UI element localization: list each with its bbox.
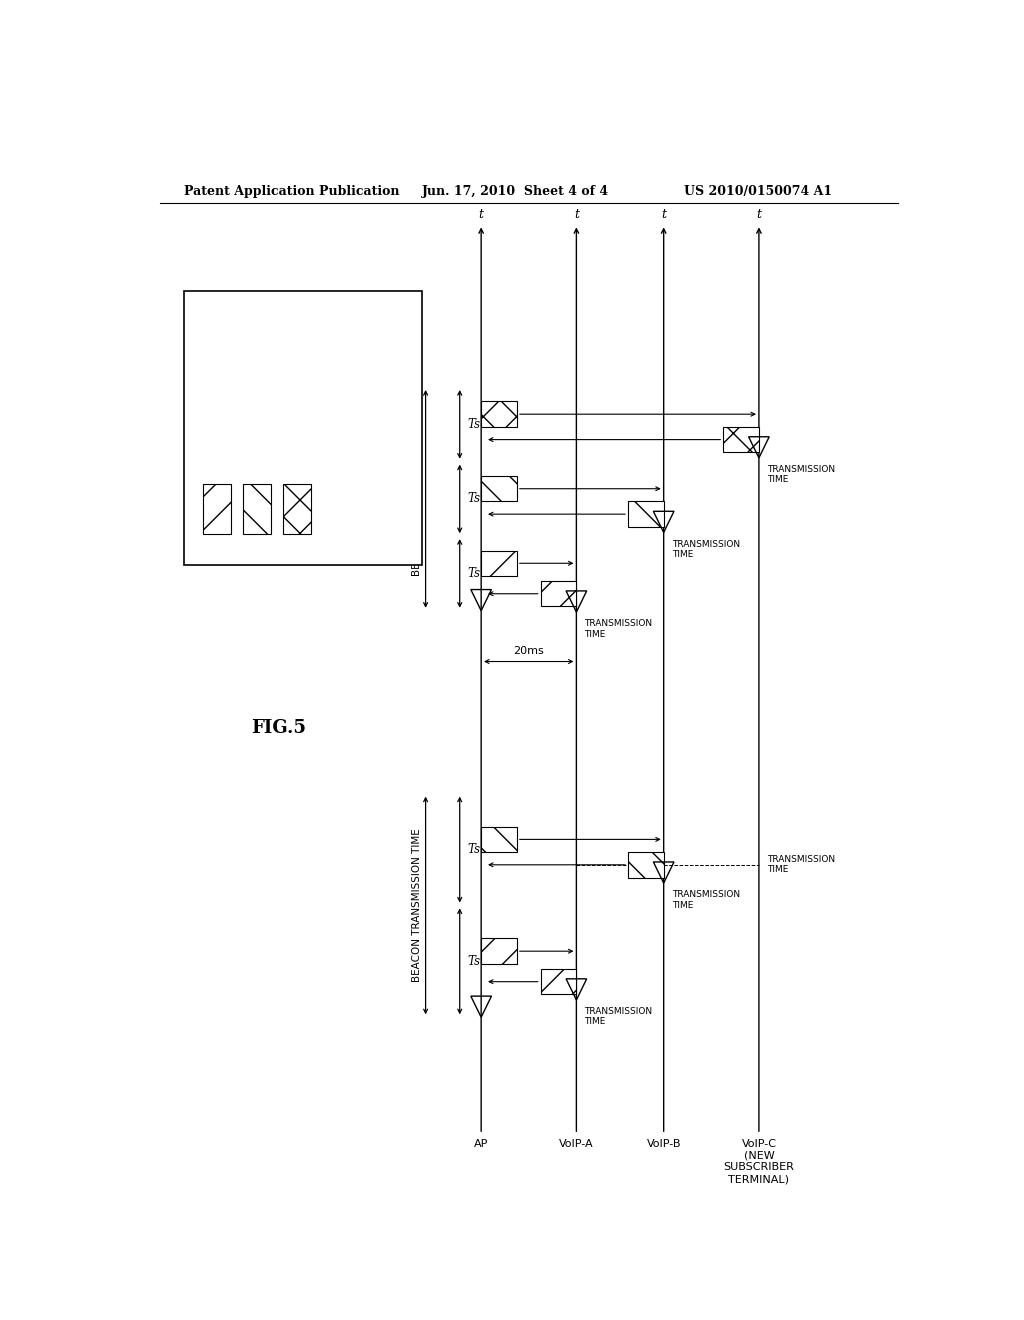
Text: AP: AP (474, 1139, 488, 1150)
Bar (723, 426, 759, 453)
Text: Ts: Ts (468, 954, 480, 968)
Bar (541, 969, 577, 994)
Text: Ts: Ts (468, 566, 480, 579)
Bar (243, 483, 270, 535)
Text: TIME REQUIRED FOR
COMPLETING ONE SEQUENCE: TIME REQUIRED FOR COMPLETING ONE SEQUENC… (346, 334, 368, 479)
Bar (628, 502, 664, 527)
Text: VoIP PACKET FOR B: VoIP PACKET FOR B (257, 384, 267, 479)
Text: t: t (478, 209, 483, 222)
Text: 20ms: 20ms (513, 647, 544, 656)
Text: BEACON TRANSMISSION TIME: BEACON TRANSMISSION TIME (412, 829, 422, 982)
Text: TRANSMISSION
TIME: TRANSMISSION TIME (767, 465, 835, 484)
Bar (204, 483, 231, 535)
Text: Jun. 17, 2010  Sheet 4 of 4: Jun. 17, 2010 Sheet 4 of 4 (422, 185, 608, 198)
Text: Ts: Ts (468, 492, 480, 506)
Bar (283, 483, 310, 535)
Text: US 2010/0150074 A1: US 2010/0150074 A1 (684, 185, 831, 198)
Text: TRANSMISSION
TIME: TRANSMISSION TIME (672, 540, 739, 558)
Text: t: t (573, 209, 579, 222)
Text: VoIP PACKET FOR A: VoIP PACKET FOR A (217, 385, 227, 479)
Text: VoIP PACKET FOR C: VoIP PACKET FOR C (297, 384, 306, 479)
Text: VoIP-B: VoIP-B (646, 1139, 681, 1150)
Bar (481, 939, 517, 964)
Text: Ts: Ts (468, 418, 480, 430)
Text: VoIP-C
(NEW
SUBSCRIBER
TERMINAL): VoIP-C (NEW SUBSCRIBER TERMINAL) (724, 1139, 795, 1184)
Text: TRANSMISSION
TIME: TRANSMISSION TIME (767, 854, 835, 874)
Bar (628, 853, 664, 878)
Text: Patent Application Publication: Patent Application Publication (183, 185, 399, 198)
Bar (481, 477, 517, 502)
Text: FIG.5: FIG.5 (251, 718, 306, 737)
Text: Ts: Ts (468, 843, 480, 857)
Text: VoIP-A: VoIP-A (559, 1139, 594, 1150)
Text: Ts: Ts (331, 503, 344, 516)
Bar (183, 290, 422, 565)
Text: TRANSMISSION
TIME: TRANSMISSION TIME (585, 1007, 652, 1027)
Text: t: t (662, 209, 667, 222)
Bar (481, 826, 517, 853)
Bar (481, 550, 517, 576)
Text: TRANSMISSION
TIME: TRANSMISSION TIME (585, 619, 652, 639)
Text: t: t (757, 209, 762, 222)
Bar (541, 581, 577, 606)
Text: TRANSMISSION
TIME: TRANSMISSION TIME (672, 890, 739, 909)
Text: BEACON TRANSMISSION TIME: BEACON TRANSMISSION TIME (412, 422, 422, 576)
Bar (481, 401, 517, 426)
